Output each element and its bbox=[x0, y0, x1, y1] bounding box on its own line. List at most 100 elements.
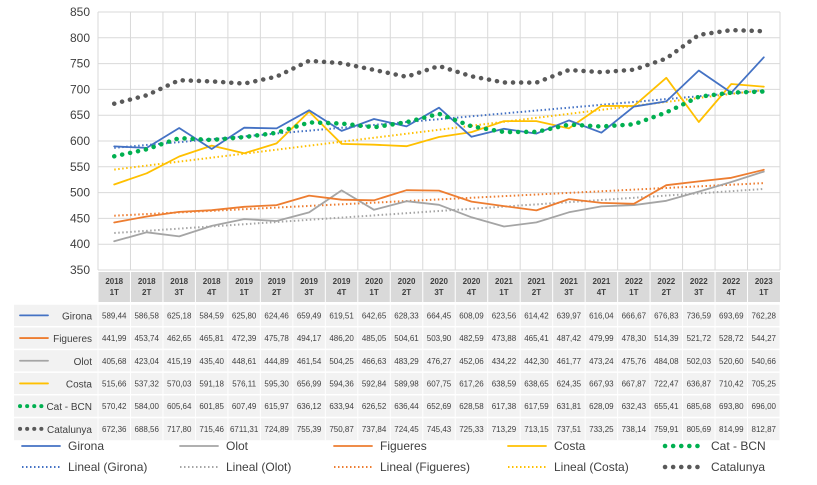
gridlines bbox=[97, 11, 781, 271]
data-cell: 628,09 bbox=[589, 402, 614, 411]
series-line-catalunya bbox=[111, 27, 767, 106]
data-cell: 656,99 bbox=[297, 379, 322, 388]
data-cell: 483,29 bbox=[394, 357, 419, 366]
data-cell: 607,75 bbox=[427, 379, 452, 388]
category-quarter-label: 4T bbox=[337, 288, 346, 297]
data-cell: 465,41 bbox=[524, 334, 549, 343]
category-quarter-label: 3T bbox=[175, 288, 184, 297]
category-year-label: 2021 bbox=[528, 277, 546, 286]
data-cell: 688,56 bbox=[134, 425, 159, 434]
category-year-label: 2019 bbox=[235, 277, 253, 286]
legend-label-figueres: Figueres bbox=[380, 439, 427, 453]
data-cell: 619,51 bbox=[329, 311, 354, 320]
category-year-label: 2019 bbox=[300, 277, 318, 286]
table-row bbox=[14, 372, 780, 395]
data-cell: 452,06 bbox=[459, 357, 484, 366]
series-line-figueres bbox=[113, 168, 765, 224]
data-cell: 6711,31 bbox=[230, 425, 259, 434]
y-tick-label: 400 bbox=[70, 237, 90, 251]
data-cell: 514,39 bbox=[654, 334, 679, 343]
data-cell: 626,52 bbox=[362, 402, 387, 411]
data-cell: 570,42 bbox=[102, 402, 127, 411]
data-cell: 503,90 bbox=[427, 334, 452, 343]
y-tick-label: 700 bbox=[70, 82, 90, 96]
data-cell: 462,65 bbox=[167, 334, 192, 343]
data-cell: 615,97 bbox=[264, 402, 289, 411]
data-cell: 624,35 bbox=[557, 379, 582, 388]
data-cell: 672,36 bbox=[102, 425, 127, 434]
data-cell: 472,39 bbox=[232, 334, 257, 343]
data-cell: 444,89 bbox=[264, 357, 289, 366]
data-cell: 475,76 bbox=[622, 357, 647, 366]
data-cell: 502,03 bbox=[687, 357, 712, 366]
data-cell: 628,58 bbox=[459, 402, 484, 411]
data-cell: 589,98 bbox=[394, 379, 419, 388]
data-cell: 664,45 bbox=[427, 311, 452, 320]
data-cell: 713,15 bbox=[524, 425, 549, 434]
data-cell: 617,26 bbox=[459, 379, 484, 388]
data-cell: 617,59 bbox=[524, 402, 549, 411]
trendline-figueres bbox=[114, 182, 764, 217]
data-cell: 636,87 bbox=[687, 379, 712, 388]
category-year-label: 2020 bbox=[365, 277, 383, 286]
category-quarter-label: 2T bbox=[662, 288, 671, 297]
data-cell: 589,44 bbox=[102, 311, 127, 320]
category-quarter-label: 4T bbox=[727, 288, 736, 297]
category-year-label: 2023 bbox=[755, 277, 773, 286]
data-cell: 625,80 bbox=[232, 311, 257, 320]
data-cell: 616,04 bbox=[589, 311, 614, 320]
data-cell: 584,59 bbox=[199, 311, 224, 320]
data-cell: 504,61 bbox=[394, 334, 419, 343]
category-quarter-label: 1T bbox=[629, 288, 638, 297]
data-cell: 693,80 bbox=[719, 402, 744, 411]
data-cell: 494,17 bbox=[297, 334, 322, 343]
data-cell: 713,29 bbox=[492, 425, 517, 434]
data-cell: 448,61 bbox=[232, 357, 257, 366]
data-cell: 724,89 bbox=[264, 425, 289, 434]
data-cell: 591,18 bbox=[199, 379, 224, 388]
data-cell: 465,81 bbox=[199, 334, 224, 343]
data-cell: 601,85 bbox=[199, 402, 224, 411]
row-label-cat-bcn: Cat - BCN bbox=[46, 402, 92, 413]
legend-label-cat-bcn: Cat - BCN bbox=[711, 439, 766, 453]
data-cell: 576,11 bbox=[232, 379, 256, 388]
data-cell: 628,33 bbox=[394, 311, 419, 320]
data-cell: 453,74 bbox=[134, 334, 159, 343]
data-cell: 484,08 bbox=[654, 357, 679, 366]
series-lines bbox=[111, 27, 767, 243]
data-cell: 710,42 bbox=[719, 379, 744, 388]
data-cell: 607,49 bbox=[232, 402, 257, 411]
data-cell: 617,38 bbox=[492, 402, 517, 411]
table-row bbox=[14, 417, 780, 441]
category-quarter-label: 1T bbox=[499, 288, 508, 297]
data-cell: 423,04 bbox=[134, 357, 159, 366]
data-cell: 476,27 bbox=[427, 357, 452, 366]
y-tick-label: 350 bbox=[70, 263, 90, 277]
data-cell: 479,99 bbox=[589, 334, 614, 343]
data-cell: 738,14 bbox=[622, 425, 647, 434]
series-line-olot bbox=[113, 170, 765, 243]
category-quarter-label: 2T bbox=[142, 288, 151, 297]
data-cell: 461,77 bbox=[557, 357, 582, 366]
data-cell: 655,41 bbox=[654, 402, 679, 411]
row-label-costa: Costa bbox=[66, 379, 93, 390]
category-year-label: 2019 bbox=[333, 277, 351, 286]
data-cell: 623,56 bbox=[492, 311, 517, 320]
category-quarter-label: 4T bbox=[597, 288, 606, 297]
table-row bbox=[14, 394, 780, 418]
data-cell: 759,91 bbox=[654, 425, 679, 434]
category-quarter-label: 1T bbox=[759, 288, 768, 297]
data-cell: 625,18 bbox=[167, 311, 192, 320]
category-year-label: 2018 bbox=[105, 277, 123, 286]
category-quarter-label: 1T bbox=[110, 288, 119, 297]
category-year-label: 2018 bbox=[138, 277, 156, 286]
data-cell: 584,00 bbox=[134, 402, 159, 411]
data-cell: 805,69 bbox=[687, 425, 712, 434]
data-cell: 544,27 bbox=[752, 334, 777, 343]
legend-label-catalunya: Catalunya bbox=[711, 460, 765, 474]
data-cell: 725,33 bbox=[459, 425, 484, 434]
data-cell: 435,40 bbox=[199, 357, 224, 366]
data-table: 2018 1T 2018 2T 2018 3T 2018 4T 2019 1T 2019 2T 2019… bbox=[14, 272, 781, 441]
data-cell: 614,42 bbox=[524, 311, 549, 320]
